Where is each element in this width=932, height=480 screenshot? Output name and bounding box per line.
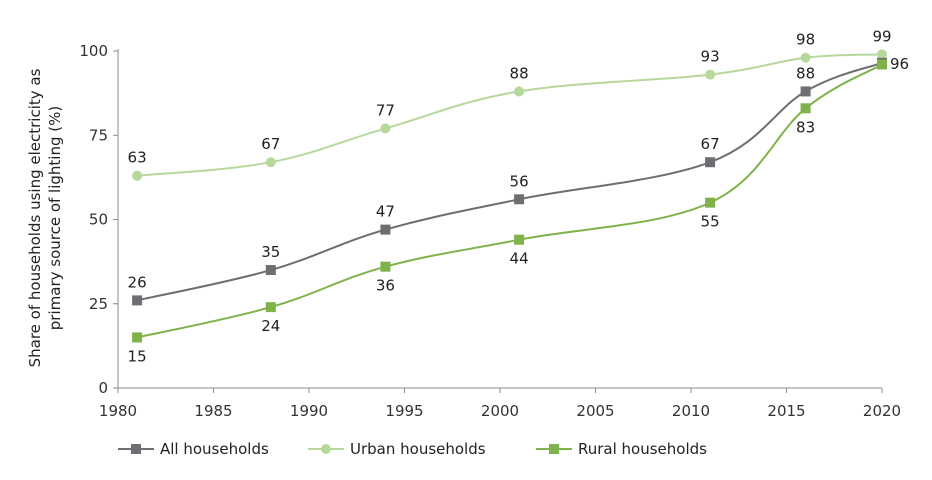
rural-households-point [877,59,887,70]
all-households-point [705,157,716,168]
y-axis-title-line-2: primary source of lighting (%) [46,106,64,330]
rural-households-point [800,103,811,114]
legend-swatch-marker [549,444,559,454]
rural-households-point [132,332,143,343]
rural-households-point [514,234,525,245]
all-households-data-label: 96 [890,55,909,73]
x-tick-label: 2015 [767,402,805,420]
x-tick-label: 2020 [863,402,901,420]
rural-households-data-label: 36 [376,277,395,295]
urban-households-point [514,86,525,97]
y-tick-label: 100 [79,42,108,60]
all-households-data-label: 88 [796,64,815,82]
axes: 0 25 50 75 100 1980 1985 1990 1995 2000 2005 2010 20… [79,42,901,420]
rural-households-point [265,302,276,313]
rural-households-point [380,261,391,272]
series-group: 63 67 77 88 93 98 99 26 35 47 56 67 88 96 15 24 36 44 55 83 [128,27,910,365]
all-households-point [514,194,525,205]
x-tick-label: 1985 [194,402,232,420]
all-households-data-label: 47 [376,203,395,221]
legend-label: All households [160,440,269,458]
x-tick-label: 1980 [99,402,137,420]
legend-swatch-marker [321,444,331,454]
legend-item-rural-households: Rural households [536,440,707,458]
urban-households-data-label: 99 [872,27,891,45]
y-tick-label: 50 [89,211,108,229]
x-tick-label: 1995 [385,402,423,420]
rural-households-data-label: 15 [128,347,147,365]
all-households-data-label: 56 [510,172,529,190]
x-tick-label: 2000 [481,402,519,420]
x-tick-label: 2010 [672,402,710,420]
rural-households-point [705,197,716,208]
rural-households-data-label: 44 [510,250,529,268]
urban-households-data-label: 67 [261,135,280,153]
legend-item-urban-households: Urban households [308,440,486,458]
urban-households-data-label: 77 [376,102,395,120]
all-households-data-label: 26 [128,273,147,291]
all-households-series: 26 35 47 56 67 88 96 [128,55,909,306]
rural-households-data-label: 83 [796,118,815,136]
y-axis-title-line-1: Share of households using electricity as [26,68,44,367]
rural-households-series: 15 24 36 44 55 83 [128,59,887,365]
legend: All households Urban households Rural hous… [118,440,707,458]
all-households-point [265,265,276,276]
x-tick-label: 1990 [290,402,328,420]
urban-households-data-label: 98 [796,31,815,49]
y-axis-title: Share of households using electricity as… [26,68,64,367]
rural-households-data-label: 55 [701,213,720,231]
y-tick-label: 0 [98,379,108,397]
urban-households-series: 63 67 77 88 93 98 99 [128,27,892,181]
all-households-point [132,295,143,306]
urban-households-point [800,52,811,63]
legend-label: Urban households [350,440,486,458]
legend-label: Rural households [578,440,707,458]
legend-item-all-households: All households [118,440,269,458]
urban-households-data-label: 88 [510,64,529,82]
urban-households-point [132,170,143,181]
urban-households-data-label: 93 [701,48,720,66]
all-households-data-label: 35 [261,243,280,261]
y-tick-label: 75 [89,126,108,144]
urban-households-point [705,69,716,80]
all-households-point [380,224,391,235]
urban-households-point [265,157,276,168]
y-tick-label: 25 [89,295,108,313]
all-households-data-label: 67 [701,135,720,153]
all-households-point [800,86,811,97]
legend-swatch-marker [131,444,141,454]
urban-households-data-label: 63 [128,149,147,167]
urban-households-point [877,49,887,60]
x-tick-label: 2005 [576,402,614,420]
urban-households-point [380,123,391,134]
rural-households-data-label: 24 [261,317,280,335]
